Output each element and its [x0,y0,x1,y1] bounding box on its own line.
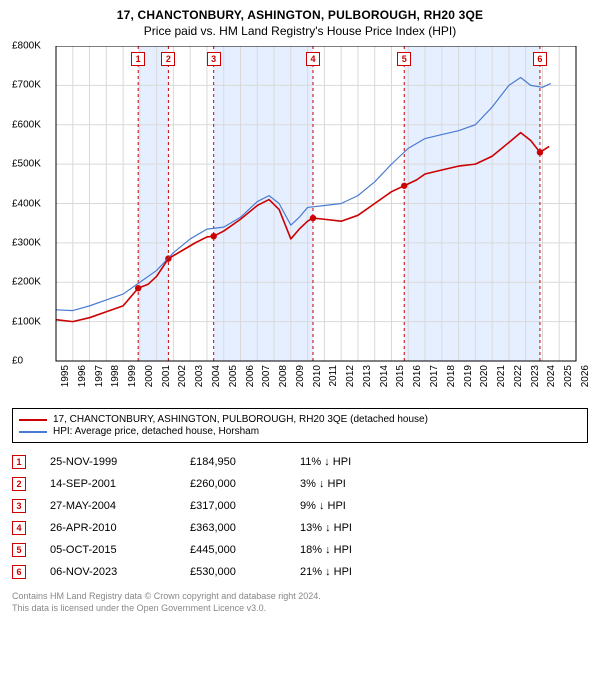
sales-date: 25-NOV-1999 [50,456,190,468]
sales-marker: 6 [12,565,26,579]
x-tick-label: 2019 [463,365,474,387]
x-tick-label: 2005 [228,365,239,387]
x-tick-label: 2008 [278,365,289,387]
sales-delta: 3% ↓ HPI [300,478,420,490]
attribution-footer: Contains HM Land Registry data © Crown c… [12,591,588,614]
page: 17, CHANCTONBURY, ASHINGTON, PULBOROUGH,… [0,0,600,680]
sales-price: £530,000 [190,566,300,578]
legend-sample-property [19,419,47,421]
chart-titles: 17, CHANCTONBURY, ASHINGTON, PULBOROUGH,… [12,8,588,38]
event-marker: 4 [306,52,320,66]
y-tick-label: £100K [12,316,41,327]
sales-date: 26-APR-2010 [50,522,190,534]
sales-row: 1 25-NOV-1999£184,95011% ↓ HPI [12,451,588,473]
sales-row: 6 06-NOV-2023£530,00021% ↓ HPI [12,561,588,583]
legend-label-hpi: HPI: Average price, detached house, Hors… [53,426,259,437]
sales-marker: 2 [12,477,26,491]
x-tick-label: 2015 [395,365,406,387]
chart-svg [12,46,586,366]
x-tick-label: 2023 [530,365,541,387]
sales-price: £363,000 [190,522,300,534]
sales-row: 4 26-APR-2010£363,00013% ↓ HPI [12,517,588,539]
x-tick-label: 2010 [312,365,323,387]
legend-row-hpi: HPI: Average price, detached house, Hors… [19,426,581,437]
x-tick-label: 2022 [513,365,524,387]
sales-row: 5 05-OCT-2015£445,00018% ↓ HPI [12,539,588,561]
y-tick-label: £300K [12,237,41,248]
x-tick-label: 2014 [379,365,390,387]
footer-line2: This data is licensed under the Open Gov… [12,603,588,615]
x-tick-label: 2024 [546,365,557,387]
legend-row-property: 17, CHANCTONBURY, ASHINGTON, PULBOROUGH,… [19,414,581,425]
x-tick-label: 2020 [479,365,490,387]
footer-line1: Contains HM Land Registry data © Crown c… [12,591,588,603]
event-marker: 6 [533,52,547,66]
sales-marker: 5 [12,543,26,557]
sales-marker: 4 [12,521,26,535]
x-tick-label: 2012 [345,365,356,387]
y-tick-label: £200K [12,277,41,288]
legend-sample-hpi [19,431,47,433]
x-tick-label: 2004 [211,365,222,387]
x-tick-label: 2006 [245,365,256,387]
x-tick-label: 2003 [194,365,205,387]
x-tick-label: 2017 [429,365,440,387]
x-tick-label: 2009 [295,365,306,387]
sales-delta: 21% ↓ HPI [300,566,420,578]
x-tick-label: 2016 [412,365,423,387]
sales-price: £260,000 [190,478,300,490]
event-marker: 5 [397,52,411,66]
sales-date: 06-NOV-2023 [50,566,190,578]
x-tick-label: 2025 [563,365,574,387]
sales-marker: 3 [12,499,26,513]
title-line1: 17, CHANCTONBURY, ASHINGTON, PULBOROUGH,… [12,8,588,22]
x-tick-label: 2011 [328,365,339,387]
sales-price: £445,000 [190,544,300,556]
x-tick-label: 1996 [77,365,88,387]
x-tick-label: 2007 [261,365,272,387]
y-tick-label: £500K [12,159,41,170]
x-tick-label: 2000 [144,365,155,387]
x-tick-label: 1995 [60,365,71,387]
x-tick-label: 2026 [580,365,591,387]
sales-price: £317,000 [190,500,300,512]
sales-date: 14-SEP-2001 [50,478,190,490]
sales-delta: 13% ↓ HPI [300,522,420,534]
legend: 17, CHANCTONBURY, ASHINGTON, PULBOROUGH,… [12,408,588,443]
sales-delta: 9% ↓ HPI [300,500,420,512]
x-tick-label: 2018 [446,365,457,387]
sales-date: 05-OCT-2015 [50,544,190,556]
sales-date: 27-MAY-2004 [50,500,190,512]
x-tick-label: 1998 [110,365,121,387]
y-tick-label: £700K [12,80,41,91]
event-marker: 2 [161,52,175,66]
y-tick-label: £800K [12,41,41,52]
y-tick-label: £400K [12,198,41,209]
x-tick-label: 1999 [127,365,138,387]
sales-price: £184,950 [190,456,300,468]
chart-area: £0£100K£200K£300K£400K£500K£600K£700K£80… [12,46,586,366]
sales-marker: 1 [12,455,26,469]
x-tick-label: 2001 [161,365,172,387]
event-marker: 3 [207,52,221,66]
legend-label-property: 17, CHANCTONBURY, ASHINGTON, PULBOROUGH,… [53,414,428,425]
title-line2: Price paid vs. HM Land Registry's House … [12,24,588,38]
x-tick-label: 2002 [177,365,188,387]
sales-row: 3 27-MAY-2004£317,0009% ↓ HPI [12,495,588,517]
y-tick-label: £600K [12,119,41,130]
sales-row: 2 14-SEP-2001£260,0003% ↓ HPI [12,473,588,495]
sales-delta: 11% ↓ HPI [300,456,420,468]
x-tick-label: 2021 [496,365,507,387]
x-tick-label: 1997 [94,365,105,387]
sales-table: 1 25-NOV-1999£184,95011% ↓ HPI 2 14-SEP-200… [12,451,588,583]
x-tick-label: 2013 [362,365,373,387]
event-marker: 1 [131,52,145,66]
y-tick-label: £0 [12,356,23,367]
sales-delta: 18% ↓ HPI [300,544,420,556]
